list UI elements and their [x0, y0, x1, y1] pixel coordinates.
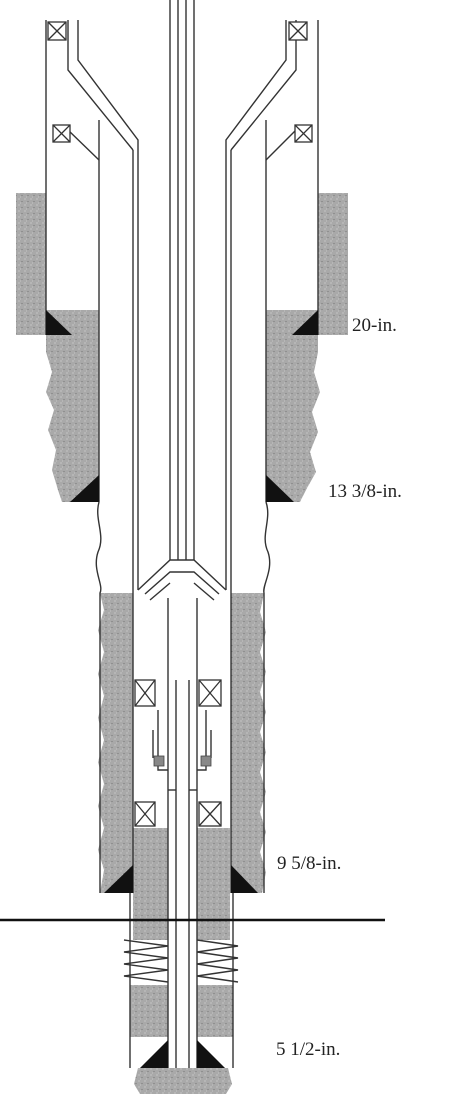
spring-coils [123, 939, 239, 983]
shoe-20in-right [292, 310, 318, 335]
spring-left [123, 939, 169, 983]
cement-sheath-9-5-8in [98, 593, 266, 893]
packer-lower-right [198, 801, 222, 827]
label-9-5-8in: 9 5/8-in. [277, 853, 341, 874]
shoe-13-3-8-left [70, 475, 99, 502]
packer-lower-left [134, 801, 156, 827]
packer-upper-left [134, 679, 156, 707]
casing-lines [45, 0, 319, 1068]
packer-boxes [47, 21, 313, 827]
shoe-9-5-8-left [104, 865, 133, 893]
shoe-13-3-8-right [266, 475, 294, 502]
shoe-5-1-2-right [197, 1040, 225, 1068]
valve-mid-left [52, 124, 71, 143]
shoe-5-1-2-left [140, 1040, 168, 1068]
valve-top-left [47, 21, 67, 41]
cement-sheath-liner [130, 828, 233, 1094]
shoe-9-5-8-right [231, 865, 258, 893]
label-5-1-2in: 5 1/2-in. [276, 1039, 340, 1060]
packer-upper-right [198, 679, 222, 707]
cement-sheath-20in [16, 193, 348, 335]
shoe-20in-left [46, 310, 72, 335]
valve-top-right [288, 21, 308, 41]
casing-shoes [46, 310, 318, 1068]
spring-right [196, 939, 239, 983]
valve-mid-right [294, 124, 313, 143]
cement-sheath-13-3-8in [46, 310, 320, 502]
label-13-3-8in: 13 3/8-in. [328, 481, 402, 502]
label-20in: 20-in. [352, 315, 397, 336]
sliding-sleeve [153, 755, 212, 767]
